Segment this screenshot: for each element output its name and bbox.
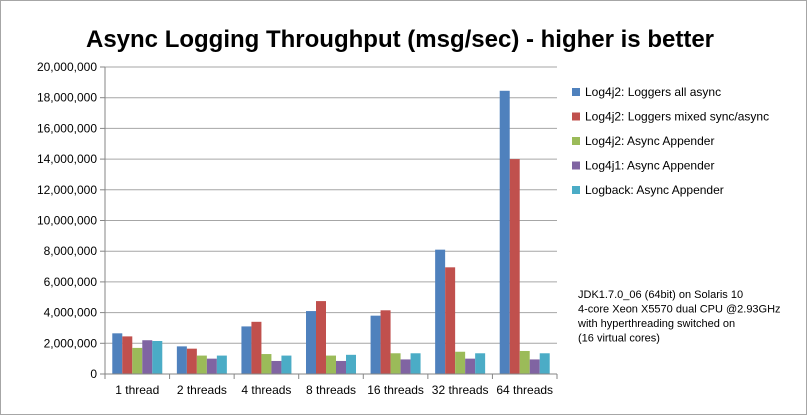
x-tick-label: 16 threads <box>367 383 424 397</box>
legend-swatch <box>572 186 580 194</box>
legend-label: Log4j1: Async Appender <box>585 159 714 173</box>
bar <box>241 326 252 374</box>
legend-swatch <box>572 161 580 170</box>
bar <box>380 310 391 374</box>
bar <box>176 346 187 374</box>
bar <box>152 340 163 374</box>
y-tick-label: 18,000,000 <box>37 91 97 105</box>
legend-label: Log4j2: Loggers all async <box>585 85 721 99</box>
y-tick-label: 0 <box>90 367 97 381</box>
bar <box>142 340 153 374</box>
bar <box>465 358 476 374</box>
x-tick-label: 32 threads <box>432 383 489 397</box>
y-tick-label: 6,000,000 <box>44 275 98 289</box>
bar <box>271 360 282 374</box>
bar <box>400 359 411 374</box>
legend: Log4j2: Loggers all async Log4j2: Loggers… <box>572 85 769 197</box>
bar <box>132 347 143 374</box>
x-tick-label: 2 threads <box>177 383 227 397</box>
bar <box>410 353 421 374</box>
bar <box>326 355 336 374</box>
bar <box>306 311 316 374</box>
annotation-note: JDK1.7.0_06 (64bit) on Solaris 10 4-core … <box>577 289 781 345</box>
chart-title: Async Logging Throughput (msg/sec) - hig… <box>86 26 714 53</box>
legend-swatch <box>572 137 580 145</box>
annotation-line: with hyperthreading switched on <box>577 318 735 330</box>
y-axis-ticks: 0 2,000,000 4,000,000 6,000,000 8,000,000 10,… <box>37 60 105 381</box>
bar <box>196 355 207 374</box>
x-tick-label: 4 threads <box>241 383 291 397</box>
bar <box>390 353 401 374</box>
bar <box>261 354 272 374</box>
bar <box>112 333 123 374</box>
annotation-line: (16 virtual cores) <box>578 333 660 345</box>
legend-swatch <box>572 112 580 121</box>
legend-label: Log4j2: Loggers mixed sync/async <box>585 110 769 124</box>
bar <box>455 351 466 374</box>
bar <box>539 353 550 374</box>
legend-label: Logback: Async Appender <box>585 183 724 197</box>
bar <box>216 355 227 374</box>
x-tick-label: 64 threads <box>496 383 553 397</box>
x-tick-label: 8 threads <box>306 383 356 397</box>
y-tick-label: 12,000,000 <box>37 183 97 197</box>
y-tick-label: 16,000,000 <box>37 121 97 135</box>
bar <box>529 359 540 374</box>
bar <box>206 358 217 374</box>
gridlines <box>105 66 557 344</box>
bar <box>336 360 346 374</box>
bar <box>346 354 356 374</box>
bar <box>281 355 292 374</box>
legend-swatch <box>572 88 580 96</box>
bar <box>251 321 262 374</box>
axes <box>104 67 557 375</box>
y-tick-label: 14,000,000 <box>37 152 97 166</box>
bar <box>475 353 486 374</box>
annotation-line: JDK1.7.0_06 (64bit) on Solaris 10 <box>578 289 743 301</box>
bar <box>122 336 133 374</box>
y-tick-label: 4,000,000 <box>44 306 98 320</box>
annotation-line: 4-core Xeon X5570 dual CPU @2.93GHz <box>578 304 781 316</box>
bar <box>186 348 197 374</box>
bar <box>445 267 456 374</box>
y-tick-label: 2,000,000 <box>44 336 98 350</box>
y-tick-label: 8,000,000 <box>44 244 98 258</box>
bar <box>435 249 446 374</box>
legend-label: Log4j2: Async Appender <box>585 134 714 148</box>
bar <box>509 159 520 374</box>
bars <box>112 90 550 374</box>
y-tick-label: 10,000,000 <box>37 214 97 228</box>
bar <box>370 315 381 374</box>
y-tick-label: 20,000,000 <box>37 60 97 74</box>
x-axis-ticks: 1 thread 2 threads 4 threads 8 threads 16 th… <box>104 374 558 397</box>
bar <box>499 90 510 374</box>
bar <box>316 301 326 374</box>
x-tick-label: 1 thread <box>115 383 159 397</box>
bar <box>519 350 530 374</box>
